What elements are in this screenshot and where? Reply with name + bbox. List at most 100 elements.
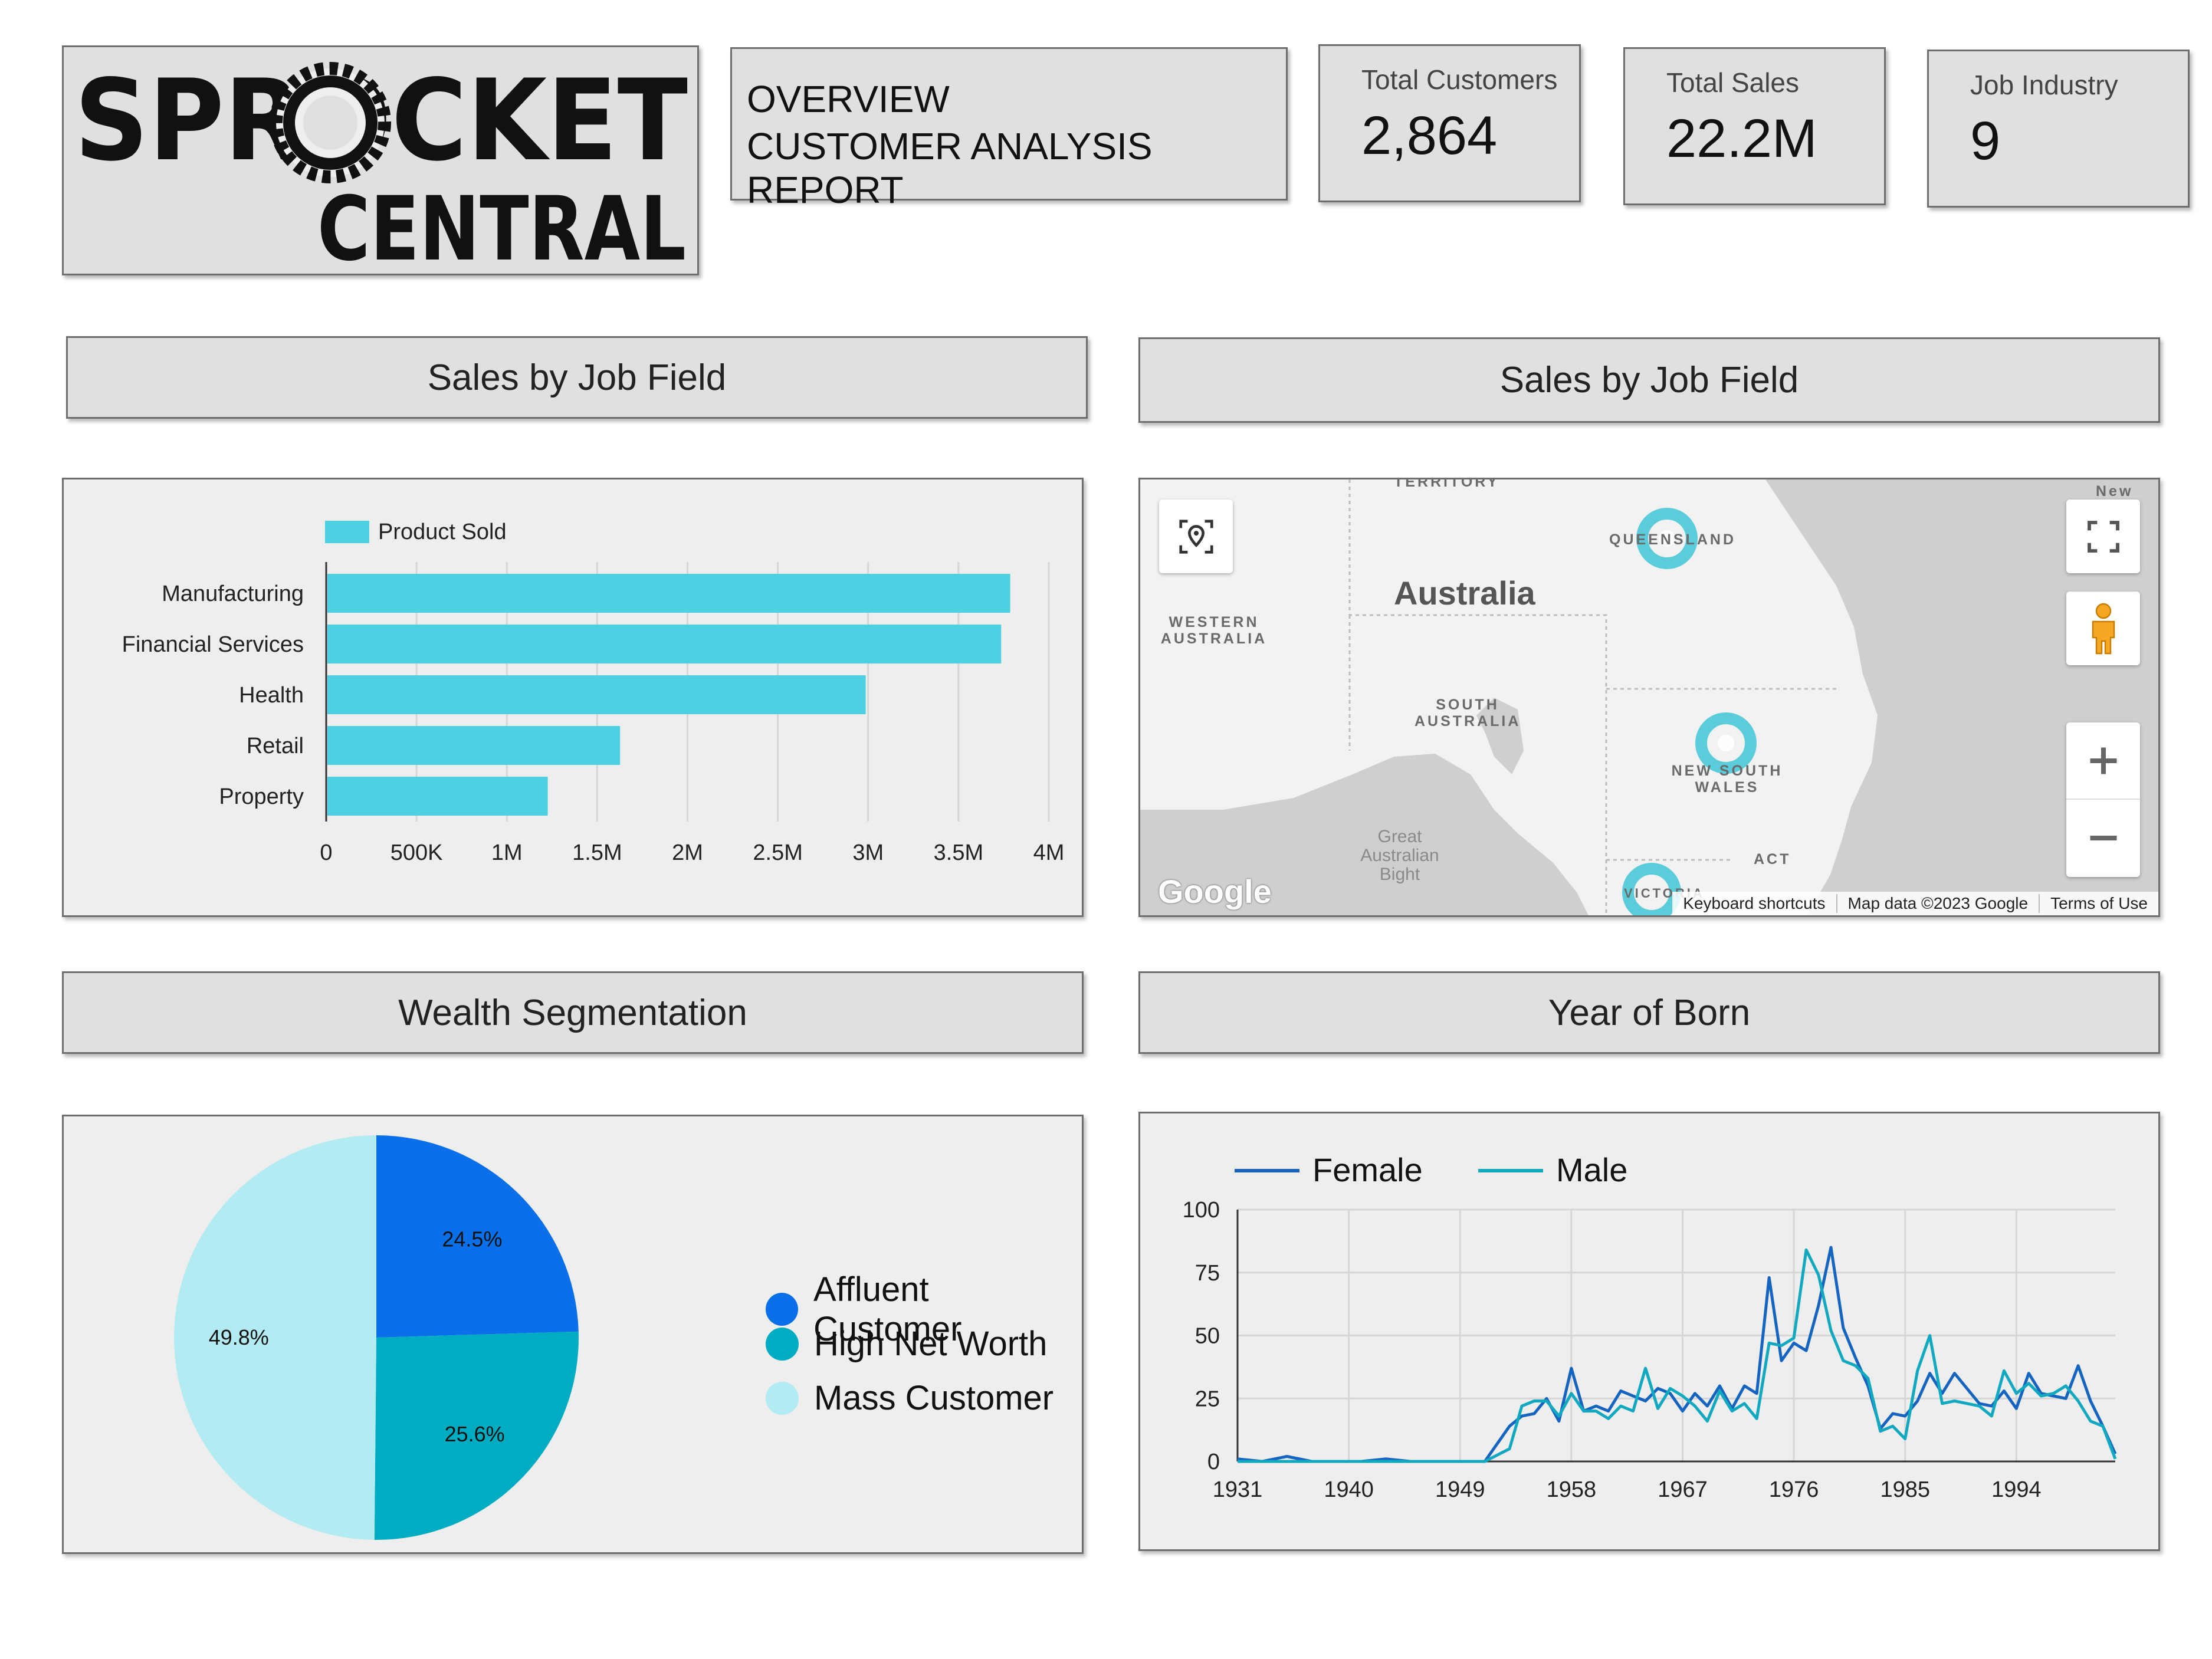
section-title-sales-left: Sales by Job Field: [66, 336, 1088, 419]
pie-data-label: 49.8%: [209, 1325, 269, 1349]
map-label-new: New: [2096, 483, 2134, 500]
section-title-sales-right: Sales by Job Field: [1138, 337, 2160, 423]
line-chart-panel: Female Male 0 25 50 75 100 1931 1940 1949 1958 19…: [1138, 1112, 2160, 1551]
fullscreen-button[interactable]: [2066, 500, 2140, 573]
legend-label: Product Sold: [378, 520, 507, 544]
x-tick-label: 3M: [852, 840, 884, 865]
report-title-line1: OVERVIEW: [747, 78, 950, 120]
category-label: Manufacturing: [162, 582, 304, 606]
map-footer: Keyboard shortcuts Map data ©2023 Google…: [1672, 892, 2158, 915]
x-tick-label: 3.5M: [934, 840, 983, 865]
y-tick-label: 50: [1195, 1324, 1220, 1349]
x-tick-label: 0: [320, 840, 332, 865]
legend-dot-affluent: [766, 1293, 799, 1326]
category-label: Property: [219, 784, 304, 809]
bar[interactable]: [327, 625, 1002, 663]
pie-data-label: 24.5%: [442, 1227, 502, 1251]
x-tick-label: 1M: [491, 840, 523, 865]
x-tick-label: 1958: [1547, 1477, 1597, 1502]
legend-label-mass: Mass Customer: [814, 1379, 1054, 1417]
x-tick-label: 1940: [1324, 1477, 1374, 1502]
pie-legend-high-net-worth: High Net Worth: [766, 1324, 1047, 1364]
x-tick-label: 1994: [1991, 1477, 2042, 1502]
x-tick-label: 1931: [1213, 1477, 1263, 1502]
y-tick-label: 100: [1183, 1198, 1220, 1223]
y-tick-label: 75: [1195, 1261, 1220, 1286]
report-title-card: OVERVIEW CUSTOMER ANALYSIS REPORT: [730, 47, 1288, 211]
map-label-bight: Great Australian Bight: [1360, 827, 1439, 884]
legend-label-male: Male: [1556, 1151, 1627, 1188]
zoom-in-icon: [2090, 747, 2116, 774]
legend-label-high-net-worth: High Net Worth: [814, 1325, 1048, 1363]
logo-card: SPROCKET CENTRAL: [62, 45, 699, 281]
heat-spot-nsw: [1695, 712, 1757, 774]
bar-chart: Product Sold 0 500K 1M 1.5M 2M 2.5M 3M 3.5M 4M Ma…: [122, 520, 1065, 865]
zoom-control: [2066, 722, 2140, 877]
pie-slice[interactable]: [374, 1331, 579, 1540]
category-label: Retail: [247, 734, 304, 758]
map-panel[interactable]: TERRITORY QUEENSLAND Australia WESTERN A…: [1138, 478, 2160, 917]
map-label-nsw: NEW SOUTH WALES: [1671, 763, 1783, 796]
map-canvas[interactable]: [1140, 479, 2158, 915]
map-gulf: [1476, 698, 1524, 774]
terms-of-use-link[interactable]: Terms of Use: [2039, 894, 2158, 913]
map-label-act: ACT: [1754, 851, 1791, 868]
legend-dot-mass: [766, 1381, 799, 1415]
sprocket-icon: [270, 62, 391, 183]
pie-slice[interactable]: [174, 1135, 376, 1540]
kpi-job-industry: Job Industry 9: [1927, 50, 2190, 208]
section-title-wealth: Wealth Segmentation: [62, 971, 1084, 1054]
bar[interactable]: [327, 726, 621, 765]
keyboard-shortcuts-link[interactable]: Keyboard shortcuts: [1683, 894, 1826, 912]
category-label: Financial Services: [122, 632, 304, 657]
heat-spot-queensland-center: [1659, 530, 1675, 547]
google-logo[interactable]: Google: [1158, 873, 1272, 910]
x-tick-label: 1985: [1880, 1477, 1930, 1502]
pie-slice[interactable]: [376, 1135, 579, 1338]
x-tick-label: 1.5M: [572, 840, 622, 865]
series-line-male[interactable]: [1238, 1248, 2117, 1463]
locate-button[interactable]: [1159, 500, 1233, 573]
pie-chart-panel: 24.5% 25.6% 49.8% Affluent Customer High N…: [62, 1115, 1084, 1554]
map-data-attribution: Map data ©2023 Google: [1836, 894, 2039, 913]
locate-icon: [1179, 519, 1213, 554]
x-tick-label: 2.5M: [753, 840, 802, 865]
map-state-borders: [1348, 479, 1836, 915]
zoom-in-button[interactable]: [2066, 723, 2140, 800]
kpi-label: Total Customers: [1361, 64, 1558, 95]
bar[interactable]: [327, 777, 548, 816]
kpi-total-sales: Total Sales 22.2M: [1623, 47, 1886, 205]
map-ocean-east: [1765, 479, 2158, 915]
x-tick-label: 4M: [1033, 840, 1065, 865]
logo-text-line2: CENTRAL: [317, 178, 686, 274]
legend-dot-high-net-worth: [766, 1327, 799, 1361]
pegman-icon: [2092, 603, 2115, 654]
bar[interactable]: [327, 675, 866, 714]
x-tick-label: 1967: [1658, 1477, 1708, 1502]
map-label-south-australia: SOUTH AUSTRALIA: [1415, 697, 1521, 730]
fullscreen-icon: [2087, 520, 2119, 553]
x-tick-label: 1976: [1769, 1477, 1819, 1502]
bar-chart-panel: Product Sold 0 500K 1M 1.5M 2M 2.5M 3M 3.5M 4M Ma…: [62, 478, 1084, 917]
bar[interactable]: [327, 574, 1010, 613]
y-tick-label: 25: [1195, 1387, 1220, 1411]
y-tick-label: 0: [1207, 1450, 1220, 1474]
heat-spot-queensland: [1636, 508, 1698, 569]
legend-label-affluent: Affluent Customer: [813, 1270, 962, 1348]
section-title-year-of-born: Year of Born: [1138, 971, 2160, 1054]
street-view-button[interactable]: [2066, 592, 2140, 665]
line-chart: Female Male 0 25 50 75 100 1931 1940 1949 1958 19…: [1183, 1151, 2117, 1502]
kpi-label: Total Sales: [1666, 67, 1800, 98]
pie-data-label: 25.6%: [445, 1422, 505, 1446]
category-label: Health: [239, 683, 304, 708]
pie-legend-mass: Mass Customer: [766, 1378, 1054, 1418]
x-tick-label: 2M: [672, 840, 703, 865]
pie-chart: 24.5% 25.6% 49.8%: [174, 1135, 579, 1540]
logo: SPROCKET CENTRAL: [74, 55, 688, 281]
kpi-value: 9: [1970, 111, 2001, 171]
zoom-out-button[interactable]: [2066, 800, 2140, 876]
x-tick-label: 500K: [390, 840, 443, 865]
series-line-female[interactable]: [1237, 1246, 2117, 1463]
kpi-total-customers: Total Customers 2,864: [1318, 44, 1581, 202]
legend-swatch: [325, 521, 369, 543]
